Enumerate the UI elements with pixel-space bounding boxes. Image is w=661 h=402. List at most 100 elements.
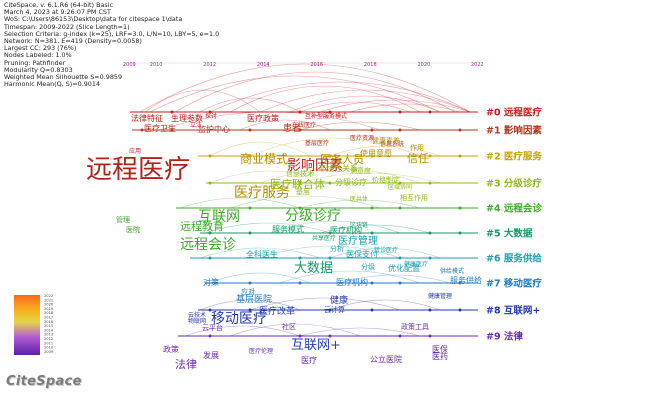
keyword-node xyxy=(428,181,432,185)
meta-line: Selection Criteria: g-index (k=25), LRF=… xyxy=(4,29,220,38)
keyword-node xyxy=(140,128,144,132)
keyword-node xyxy=(458,308,462,312)
keyword-label: 信息技术 xyxy=(286,169,314,178)
keyword-label: 医疗政策 xyxy=(247,113,279,123)
connection-arc xyxy=(279,270,421,284)
keyword-label: 分级诊疗 xyxy=(335,177,367,187)
keyword-label: 医疗资源 xyxy=(350,134,374,142)
cluster-label: #2 医疗服务 xyxy=(486,151,542,163)
keyword-label: 移动医疗 xyxy=(211,311,267,327)
keyword-label: 应用 xyxy=(129,147,141,155)
cluster-label: #4 远程会诊 xyxy=(486,203,542,215)
year-tick-label: 2014 xyxy=(257,62,270,68)
connection-arc xyxy=(174,71,456,113)
keyword-label: 供给模式 xyxy=(440,267,464,275)
keyword-node xyxy=(370,231,374,235)
keyword-node xyxy=(248,128,252,132)
cluster-label: #6 服务供给 xyxy=(486,253,542,265)
connection-arc xyxy=(339,274,451,284)
keyword-label: 相互作用 xyxy=(400,193,428,202)
keyword-label: 医疗机构 xyxy=(336,277,368,287)
metadata-panel: CiteSpace, v. 6.1.R6 (64-bit) Basic Marc… xyxy=(4,1,264,89)
keyword-node xyxy=(298,256,302,260)
connection-arc xyxy=(209,141,311,157)
connection-arc xyxy=(269,220,401,234)
keyword-label: 分级诊疗 xyxy=(285,208,341,224)
keyword-label: 云计算 xyxy=(324,305,345,314)
connection-arc xyxy=(329,299,441,311)
keyword-label: 远程教育 xyxy=(180,219,224,233)
keyword-node xyxy=(248,308,252,312)
keyword-label: 健康 xyxy=(330,294,348,306)
keyword-node xyxy=(458,206,462,210)
connection-arc xyxy=(184,325,301,337)
meta-line: Modularity Q=0.8303 xyxy=(4,65,73,74)
connection-arc xyxy=(299,327,421,337)
keyword-node xyxy=(428,110,432,114)
keyword-node xyxy=(208,334,212,338)
keyword-node xyxy=(458,231,462,235)
keyword-label: 健康医疗 xyxy=(404,260,428,268)
keyword-node xyxy=(298,110,302,114)
keyword-node xyxy=(328,154,332,158)
year-tick-label: 2018 xyxy=(364,62,377,68)
keyword-label: 基层医院 xyxy=(236,293,272,305)
keyword-label: 探讨 xyxy=(205,112,217,120)
keyword-node xyxy=(248,154,252,158)
connection-arc xyxy=(299,101,411,113)
meta-line: Nodes Labeled: 1.0% xyxy=(4,51,72,60)
connection-arc xyxy=(249,297,401,311)
connection-arc xyxy=(259,89,471,113)
keyword-node xyxy=(328,256,332,260)
keyword-label: 患者 xyxy=(283,122,301,134)
meta-line: Harmonic Mean(Q, S)=0.9014 xyxy=(4,80,101,89)
meta-line: CiteSpace, v. 6.1.R6 (64-bit) Basic xyxy=(4,1,114,9)
keyword-label: 健康管理 xyxy=(428,292,452,300)
keyword-label: 服务模式 xyxy=(272,224,304,234)
meta-line: WoS: C:\Users\86153\Desktop\data for cit… xyxy=(4,15,183,24)
connection-arc xyxy=(144,89,261,113)
keyword-node xyxy=(208,110,212,114)
keyword-node xyxy=(458,154,462,158)
keyword-label: 云技术 xyxy=(188,311,206,319)
keyword-label: 共享医疗 xyxy=(312,234,336,242)
keyword-label: 远程会诊 xyxy=(180,237,236,253)
connection-arc xyxy=(319,224,431,234)
keyword-label: 影响因素 xyxy=(287,158,343,174)
keyword-node xyxy=(398,281,402,285)
cluster-label: #5 大数据 xyxy=(486,228,533,240)
meta-line: Timespan: 2009-2022 (Slice Length=1) xyxy=(4,22,130,31)
keyword-node xyxy=(428,308,432,312)
connection-arc xyxy=(209,81,471,113)
keyword-node xyxy=(298,206,302,210)
keyword-node xyxy=(248,281,252,285)
keyword-label: 医疗 xyxy=(301,355,317,365)
connection-arc xyxy=(299,172,441,184)
keyword-node xyxy=(398,110,402,114)
keyword-label: 信息系统 xyxy=(380,140,404,148)
keyword-node xyxy=(208,231,212,235)
keyword-label: 基层 xyxy=(296,187,310,196)
keyword-label: 法律特征 xyxy=(131,113,163,123)
keyword-node xyxy=(208,308,212,312)
connection-arc xyxy=(199,97,301,113)
keyword-label: 全科医生 xyxy=(246,249,278,259)
keyword-label: 医疗服务 xyxy=(234,185,290,201)
keyword-label: 商业模式 xyxy=(240,151,288,166)
keyword-label: 发展 xyxy=(203,350,219,360)
keyword-label: 政策工具 xyxy=(401,322,429,331)
keyword-label: 优化配置 xyxy=(388,263,420,273)
connection-arc xyxy=(299,199,421,209)
keyword-node xyxy=(370,308,374,312)
meta-line: Network: N=381, E=419 (Density=0.0058) xyxy=(4,37,142,46)
keyword-label: 医院 xyxy=(126,225,140,234)
keyword-label: 公立医院 xyxy=(370,354,402,364)
meta-line: Pruning: Pathfinder xyxy=(4,58,66,67)
keyword-label: 医保支付 xyxy=(346,249,378,259)
keyword-node xyxy=(328,231,332,235)
keyword-label: 互联网+ xyxy=(291,338,341,353)
keyword-label: 法律 xyxy=(175,357,197,371)
citespace-logo: CiteSpace xyxy=(6,374,82,389)
connection-arc xyxy=(204,222,331,234)
keyword-node xyxy=(328,110,332,114)
